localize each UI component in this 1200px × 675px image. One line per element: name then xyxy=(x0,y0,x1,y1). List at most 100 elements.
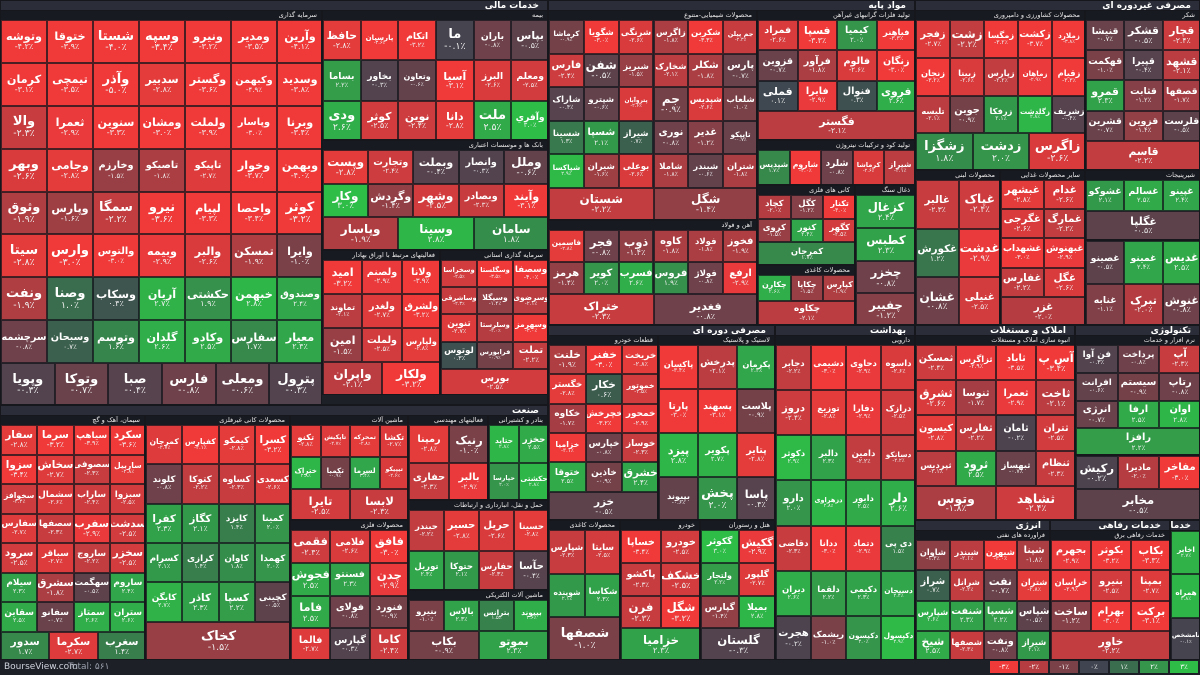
stock-tile[interactable]: غصینو -۰.۵٪ xyxy=(1086,241,1125,284)
stock-tile[interactable]: غنابه -۱.۱٪ xyxy=(1086,283,1125,324)
stock-tile[interactable]: شاملا -۱.۸٪ xyxy=(653,154,689,188)
stock-tile[interactable]: ارفا ۲.۵٪ xyxy=(1117,400,1160,429)
stock-tile[interactable]: درازک -۲.۵٪ xyxy=(881,390,914,436)
stock-tile[interactable]: باران -۰.۸٪ xyxy=(473,20,512,61)
stock-tile[interactable]: ثشاهد -۲.۴٪ xyxy=(996,485,1074,519)
stock-tile[interactable]: ختراک ۲.۸٪ xyxy=(291,457,321,489)
stock-tile[interactable]: حفارس -۲.۳٪ xyxy=(479,550,514,589)
stock-tile[interactable]: دانا -۲.۸٪ xyxy=(436,100,474,139)
stock-tile[interactable]: زشگزا ۱.۸٪ xyxy=(916,133,973,169)
stock-tile[interactable]: سدشت -۲.۵٪ xyxy=(109,513,144,543)
stock-tile[interactable]: ثتران -۲.۵٪ xyxy=(1036,415,1074,451)
stock-tile[interactable]: گکیش -۲.۹٪ xyxy=(738,530,774,563)
stock-tile[interactable]: نوری -۰.۸٪ xyxy=(653,120,689,154)
stock-tile[interactable]: شسپا ۲.۲٪ xyxy=(983,600,1018,631)
stock-tile[interactable]: بساما ۲.۲٪ xyxy=(323,60,361,101)
stock-tile[interactable]: غگل -۲.۶٪ xyxy=(1043,267,1084,297)
stock-tile[interactable]: وسپه -۳.۴٪ xyxy=(139,20,185,63)
stock-tile[interactable]: ولکار -۳.۲٪ xyxy=(382,362,439,394)
stock-tile[interactable]: خچرخش -۳.۲٪ xyxy=(585,403,623,433)
stock-tile[interactable]: فن آوا -۰.۳٪ xyxy=(1076,345,1118,373)
stock-tile[interactable]: دی پی ۱.۵٪ xyxy=(881,525,914,571)
stock-tile[interactable]: وبرنا -۳.۴٪ xyxy=(277,105,321,149)
stock-tile[interactable]: شکربن -۳.۳٪ xyxy=(688,20,724,54)
stock-tile[interactable]: هرمز -۱.۴٪ xyxy=(549,262,584,294)
stock-tile[interactable]: حافظ -۲.۸٪ xyxy=(323,20,361,61)
stock-tile[interactable]: لسرما ۲.۴٪ xyxy=(350,457,380,489)
stock-tile[interactable]: وخارزم -۱.۵٪ xyxy=(93,148,139,192)
stock-tile[interactable]: چکاپا -۱.۵٪ xyxy=(790,275,824,301)
stock-tile[interactable]: شنفت ۲.۳٪ xyxy=(949,600,984,631)
stock-tile[interactable]: وسخراسا -۲.۵٪ xyxy=(441,260,477,288)
stock-tile[interactable]: شگل -۱.۴٪ xyxy=(653,187,756,219)
stock-tile[interactable]: غبشهر -۲.۸٪ xyxy=(1001,180,1044,210)
stock-tile[interactable]: کسرام ۲.۱٪ xyxy=(146,543,183,583)
stock-tile[interactable]: دتماد -۲.۹٪ xyxy=(846,525,881,571)
stock-tile[interactable]: برکت -۳.۱٪ xyxy=(1131,600,1169,631)
stock-tile[interactable]: ثاباد -۳.۵٪ xyxy=(996,345,1036,381)
stock-tile[interactable]: پکرمان ۲.۴٪ xyxy=(737,345,774,389)
stock-tile[interactable]: قاسم -۲.۲٪ xyxy=(1086,140,1199,169)
stock-tile[interactable]: بنیرو -۲.۵٪ xyxy=(1091,570,1131,601)
stock-tile[interactable]: سکرد -۳.۶٪ xyxy=(109,425,144,455)
stock-tile[interactable]: سفار -۲.۸٪ xyxy=(1,425,38,455)
stock-tile[interactable]: پارتا -۳.۰٪ xyxy=(659,389,698,433)
stock-tile[interactable]: اخابر ۲.۷٪ xyxy=(1171,531,1199,575)
stock-tile[interactable]: کاما -۲.۴٪ xyxy=(369,628,407,659)
stock-tile[interactable]: کگاز ۲.۱٪ xyxy=(182,503,219,543)
stock-tile[interactable]: جم -۰.۹٪ xyxy=(653,87,689,121)
stock-tile[interactable]: وسینا ۲.۸٪ xyxy=(398,217,474,249)
stock-tile[interactable]: وایرا -۱.۰٪ xyxy=(277,234,321,278)
stock-tile[interactable]: وآرین -۴.۱٪ xyxy=(277,20,321,63)
stock-tile[interactable]: پلاست -۰.۹٪ xyxy=(737,389,774,433)
stock-tile[interactable]: کفرا ۲.۳٪ xyxy=(146,503,183,543)
stock-tile[interactable]: نفت -۰.۷٪ xyxy=(983,570,1018,601)
stock-tile[interactable]: دروز -۲.۴٪ xyxy=(776,390,811,436)
stock-tile[interactable]: رافزا ۲.۲٪ xyxy=(1076,428,1199,454)
stock-tile[interactable]: زنگان -۳.۰٪ xyxy=(876,50,914,81)
stock-tile[interactable]: ثامان -۰.۲٪ xyxy=(996,415,1036,451)
stock-tile[interactable]: کاوه -۱.۸٪ xyxy=(653,230,689,262)
stock-tile[interactable]: کفپارس -۳.۱٪ xyxy=(182,425,219,465)
stock-tile[interactable]: وشهر -۲.۵٪ xyxy=(413,183,459,218)
stock-tile[interactable]: کایزد ۱.۴٪ xyxy=(218,503,255,543)
stock-tile[interactable]: فروی ۲.۶٪ xyxy=(876,80,914,111)
stock-tile[interactable]: شکاسا ۲.۳٪ xyxy=(585,573,619,618)
stock-tile[interactable]: غگلپا -۰.۵٪ xyxy=(1086,210,1199,239)
stock-tile[interactable]: فولاد -۱.۸٪ xyxy=(688,230,724,262)
stock-tile[interactable]: ومعلم -۲.۵٪ xyxy=(511,60,547,101)
stock-tile[interactable]: زپارس -۲.۲٪ xyxy=(984,57,1018,96)
stock-tile[interactable]: ثپردیس -۲.۱٪ xyxy=(916,450,956,486)
stock-tile[interactable]: توریل ۲.۴٪ xyxy=(409,550,444,589)
stock-tile[interactable]: زماهان -۲.۹٪ xyxy=(1018,57,1052,96)
stock-tile[interactable]: شپاکسا ۲.۹٪ xyxy=(549,154,584,188)
stock-tile[interactable]: فولای -۰.۸٪ xyxy=(330,595,370,629)
stock-tile[interactable]: ساروج -۲.۲٪ xyxy=(73,543,110,573)
stock-tile[interactable]: دکوثر ۲.۹٪ xyxy=(776,435,811,481)
stock-tile[interactable]: ولانا -۳.۹٪ xyxy=(401,260,439,294)
stock-tile[interactable]: تکشا -۲.۷٪ xyxy=(379,425,407,457)
stock-tile[interactable]: وسیگلا -۱.۴٪ xyxy=(477,287,513,315)
stock-tile[interactable]: اتکام -۳.۲٪ xyxy=(398,20,436,61)
stock-tile[interactable]: وسهرمز -۳.۰٪ xyxy=(513,314,547,342)
stock-tile[interactable]: ثشرق -۲.۶٪ xyxy=(916,380,956,416)
stock-tile[interactable]: سبزوا -۲.۵٪ xyxy=(109,484,144,514)
stock-tile[interactable]: فمراد -۲.۶٪ xyxy=(758,20,798,51)
stock-tile[interactable]: فگستر -۲.۱٪ xyxy=(758,110,914,139)
stock-tile[interactable]: شیخ ۲.۵٪ xyxy=(916,630,950,659)
stock-tile[interactable]: وسگلستا -۳.۵٪ xyxy=(477,260,513,288)
stock-tile[interactable]: تمسکن -۱.۹٪ xyxy=(231,234,277,278)
stock-tile[interactable]: کلوند -۰.۸٪ xyxy=(146,464,183,504)
stock-tile[interactable]: قشرین -۰.۷٪ xyxy=(1086,110,1125,141)
stock-tile[interactable]: امید -۳.۲٪ xyxy=(323,260,363,294)
stock-tile[interactable]: تایرا -۲.۵٪ xyxy=(291,489,350,519)
stock-tile[interactable]: غفارس -۲.۲٪ xyxy=(1001,267,1044,297)
stock-tile[interactable]: داسوه -۲.۶٪ xyxy=(881,345,914,391)
stock-tile[interactable]: سرچشمه -۰.۸٪ xyxy=(1,320,47,364)
stock-tile[interactable]: ختوقا ۲.۵٪ xyxy=(549,462,586,492)
stock-tile[interactable]: خودرو -۲.۵٪ xyxy=(661,530,699,563)
stock-tile[interactable]: شپارس -۲.۳٪ xyxy=(549,530,585,574)
stock-tile[interactable]: کمینا ۲.۰٪ xyxy=(254,503,289,543)
stock-tile[interactable]: شبریز -۱.۵٪ xyxy=(618,53,654,87)
stock-tile[interactable]: مخابر -۰.۵٪ xyxy=(1076,488,1199,519)
